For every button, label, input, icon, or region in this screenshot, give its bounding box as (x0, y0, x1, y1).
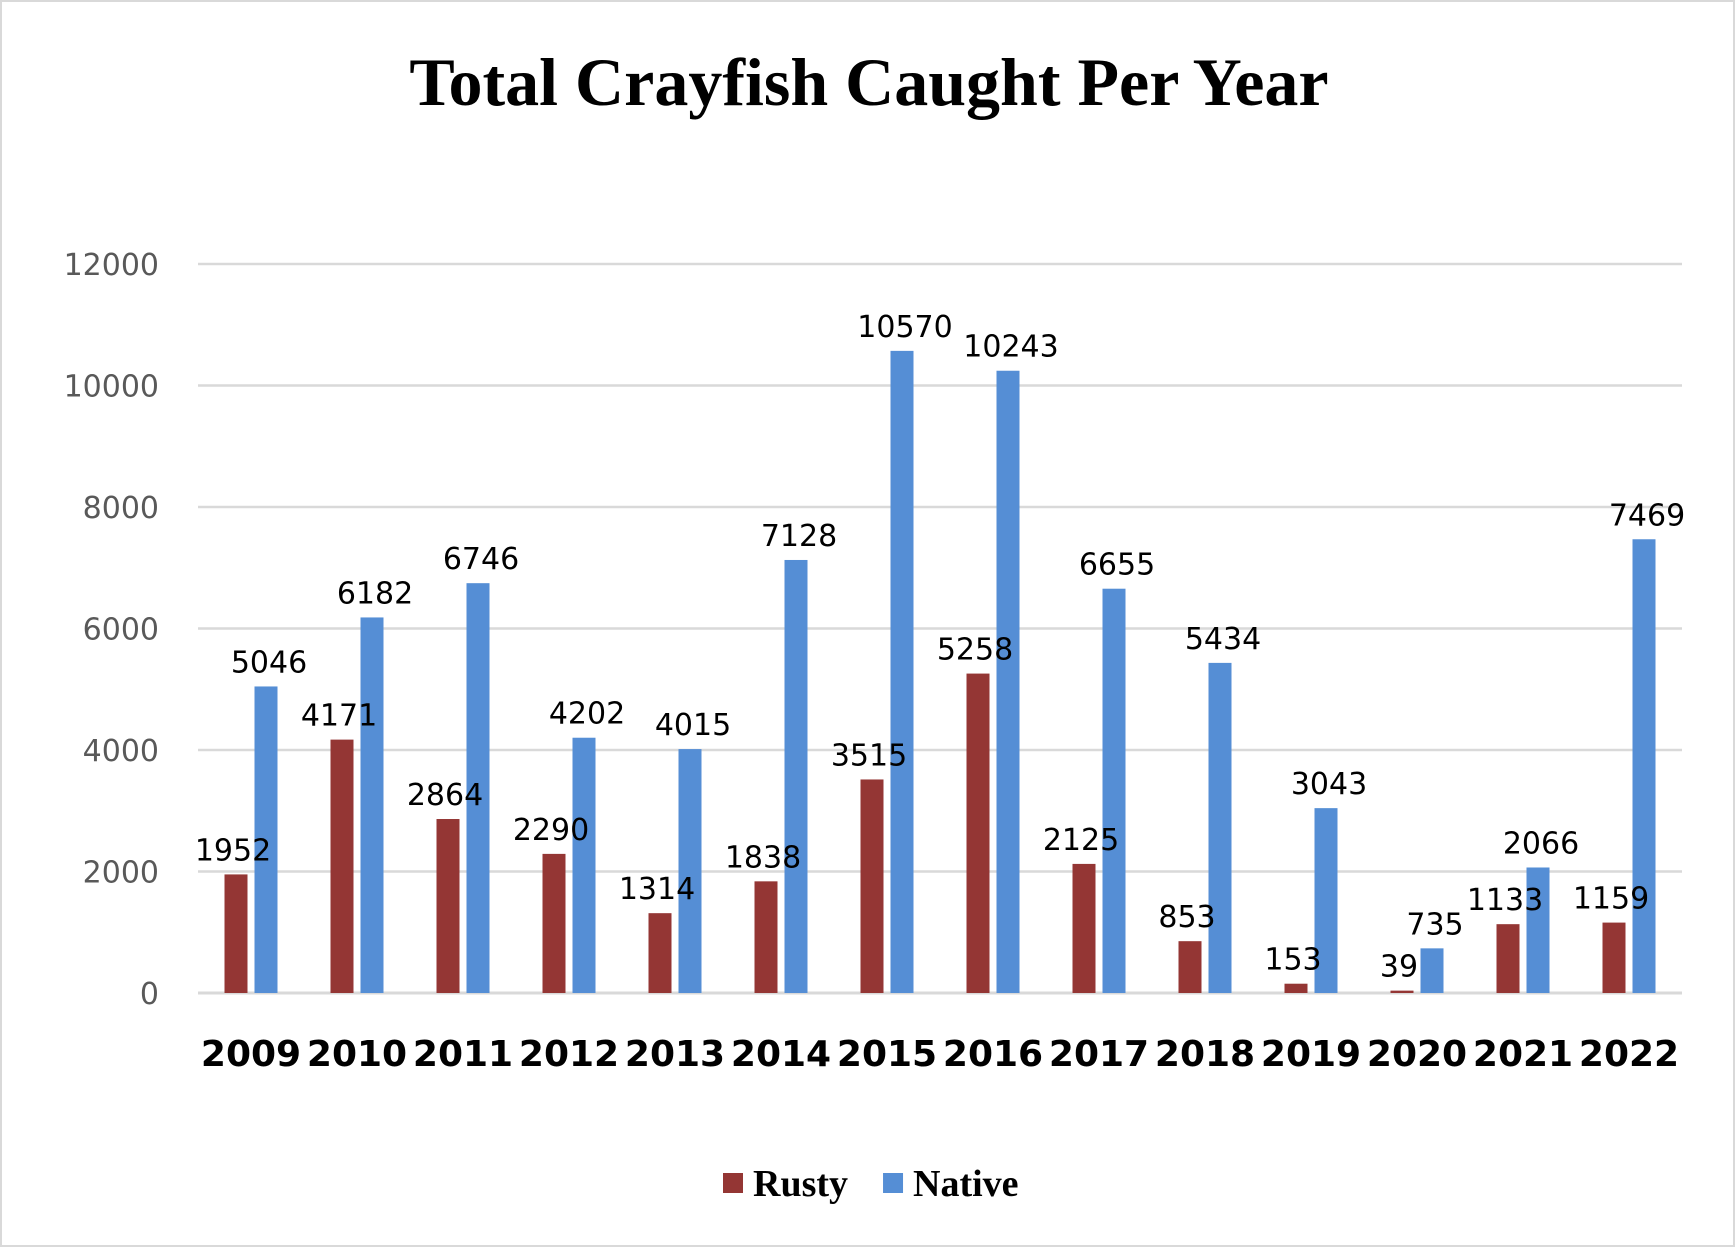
data-label-rusty: 2125 (1043, 823, 1119, 858)
data-label-native: 7128 (761, 519, 837, 554)
x-tick-label: 2011 (413, 1034, 513, 1075)
bar-rusty-2019 (1284, 983, 1308, 993)
chart-title: Total Crayfish Caught Per Year (409, 44, 1328, 120)
bars (224, 350, 1656, 993)
data-label-native: 10570 (857, 310, 952, 345)
x-tick-label: 2013 (625, 1034, 725, 1075)
data-label-rusty: 5258 (937, 633, 1013, 668)
y-axis: 0 2000 4000 6000 8000 10000 12000 (64, 248, 159, 1012)
y-tick-label: 2000 (83, 856, 159, 891)
data-label-native: 4202 (549, 697, 625, 732)
legend-label-native: Native (913, 1163, 1019, 1205)
data-label-rusty: 1133 (1467, 883, 1543, 918)
bar-rusty-2011 (436, 819, 460, 993)
data-label-native: 735 (1406, 907, 1463, 942)
bar-native-2012 (572, 737, 596, 993)
data-label-rusty: 1314 (619, 872, 695, 907)
bar-rusty-2012 (542, 853, 566, 993)
data-label-rusty: 4171 (301, 699, 377, 734)
bar-native-2010 (360, 617, 384, 993)
data-label-native: 2066 (1503, 826, 1579, 861)
x-tick-label: 2021 (1473, 1034, 1573, 1075)
bar-native-2014 (784, 559, 808, 993)
bar-native-2019 (1314, 808, 1338, 993)
bar-native-2021 (1526, 867, 1550, 993)
legend-swatch-rusty (723, 1173, 743, 1193)
y-tick-label: 6000 (83, 613, 159, 648)
bar-rusty-2013 (648, 913, 672, 993)
bar-rusty-2009 (224, 874, 248, 993)
y-tick-label: 8000 (83, 491, 159, 526)
data-label-rusty: 39 (1380, 950, 1418, 985)
bar-native-2018 (1208, 662, 1232, 993)
bar-rusty-2016 (966, 673, 990, 993)
data-label-native: 3043 (1291, 767, 1367, 802)
x-tick-label: 2012 (519, 1034, 619, 1075)
data-label-rusty: 1159 (1573, 882, 1649, 917)
data-label-native: 7469 (1609, 498, 1685, 533)
x-axis: 2009 2010 2011 2012 2013 2014 2015 2016 2017 2018… (201, 1034, 1679, 1075)
bar-rusty-2017 (1072, 863, 1096, 993)
bar-native-2011 (466, 583, 490, 993)
data-label-native: 5434 (1185, 622, 1261, 657)
data-label-rusty: 3515 (831, 738, 907, 773)
x-tick-label: 2018 (1155, 1034, 1255, 1075)
bar-native-2022 (1632, 539, 1656, 993)
bar-rusty-2015 (860, 779, 884, 993)
bar-native-2020 (1420, 948, 1444, 993)
x-tick-label: 2020 (1367, 1034, 1467, 1075)
y-tick-label: 0 (140, 977, 159, 1012)
bar-rusty-2022 (1602, 922, 1626, 993)
bar-native-2009 (254, 686, 278, 993)
y-tick-label: 4000 (83, 734, 159, 769)
data-label-native: 6182 (337, 576, 413, 611)
x-tick-label: 2009 (201, 1034, 301, 1075)
data-label-rusty: 853 (1158, 900, 1215, 935)
x-tick-label: 2010 (307, 1034, 407, 1075)
x-tick-label: 2014 (731, 1034, 831, 1075)
bar-rusty-2010 (330, 739, 354, 993)
bar-rusty-2014 (754, 881, 778, 993)
x-tick-label: 2015 (837, 1034, 937, 1075)
bar-native-2013 (678, 749, 702, 993)
data-label-native: 4015 (655, 708, 731, 743)
legend-swatch-native (883, 1173, 904, 1193)
data-label-native: 6746 (443, 542, 519, 577)
legend-label-rusty: Rusty (753, 1163, 848, 1205)
x-tick-label: 2022 (1579, 1034, 1679, 1075)
data-label-native: 6655 (1079, 548, 1155, 583)
legend: Rusty Native (723, 1163, 1019, 1205)
bar-native-2016 (996, 370, 1020, 993)
y-tick-label: 10000 (64, 370, 159, 405)
x-tick-label: 2019 (1261, 1034, 1361, 1075)
data-label-rusty: 2290 (513, 813, 589, 848)
y-tick-label: 12000 (64, 248, 159, 283)
data-labels: 1952 5046 4171 6182 2864 6746 2290 4202 1314 4015… (195, 310, 1685, 985)
bar-rusty-2020 (1390, 990, 1414, 993)
x-tick-label: 2017 (1049, 1034, 1149, 1075)
bar-native-2015 (890, 350, 914, 993)
bar-rusty-2021 (1496, 924, 1520, 993)
bar-rusty-2018 (1178, 941, 1202, 993)
data-label-rusty: 1952 (195, 833, 271, 868)
data-label-rusty: 1838 (725, 840, 801, 875)
gridlines (198, 262, 1682, 995)
data-label-native: 5046 (231, 645, 307, 680)
data-label-rusty: 153 (1264, 943, 1321, 978)
bar-native-2017 (1102, 588, 1126, 993)
data-label-rusty: 2864 (407, 778, 483, 813)
x-tick-label: 2016 (943, 1034, 1043, 1075)
data-label-native: 10243 (963, 330, 1058, 365)
